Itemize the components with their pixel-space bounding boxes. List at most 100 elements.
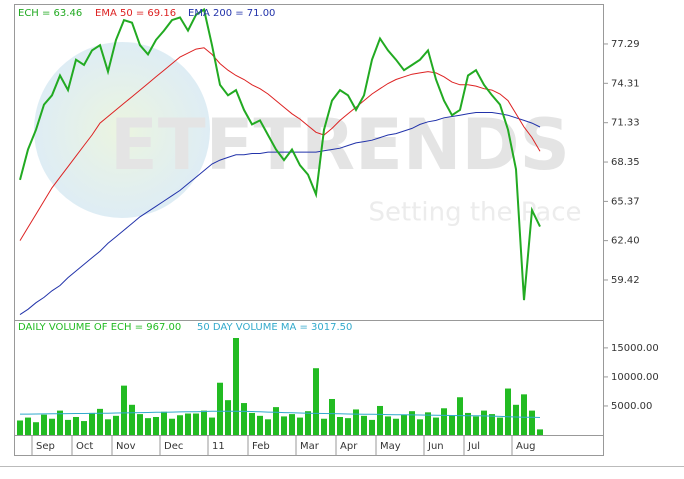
volume-bar — [417, 419, 423, 435]
volume-bar — [401, 414, 407, 435]
volume-bar — [41, 414, 47, 435]
volume-bar — [345, 418, 351, 435]
volume-bar — [465, 412, 471, 435]
volume-bar — [225, 400, 231, 435]
volume-bar — [385, 416, 391, 435]
x-tick-label: 11 — [212, 441, 225, 452]
x-tick-label: Apr — [340, 441, 358, 452]
watermark: ETFTRENDS — [110, 104, 570, 186]
volume-bar — [273, 407, 279, 435]
volume-bar — [241, 403, 247, 435]
volume-bar — [233, 338, 239, 435]
legend-entry: EMA 50 = 69.16 — [95, 8, 176, 19]
watermark-subtitle: Setting the Pace — [368, 198, 581, 228]
volume-bar — [169, 418, 175, 435]
volume-bar — [65, 419, 71, 435]
y-tick-label: 71.33 — [611, 118, 640, 129]
x-tick-label: May — [380, 441, 401, 452]
volume-bar — [377, 405, 383, 435]
volume-bar — [505, 388, 511, 435]
y-tick-label: 10000.00 — [611, 372, 659, 383]
price-line — [19, 47, 541, 241]
x-tick-label: Oct — [76, 441, 93, 452]
volume-bar — [521, 394, 527, 435]
volume-bar — [449, 415, 455, 435]
volume-bar — [457, 397, 463, 435]
volume-bar — [185, 413, 191, 435]
volume-bar — [489, 414, 495, 435]
volume-bar — [329, 398, 335, 435]
volume-bar — [73, 416, 79, 435]
legend-entry: EMA 200 = 71.00 — [188, 8, 275, 19]
legend-entry: DAILY VOLUME OF ECH = 967.00 — [18, 322, 181, 333]
volume-bar — [121, 385, 127, 435]
volume-bar — [153, 416, 159, 435]
y-tick-label: 65.37 — [611, 196, 640, 207]
y-tick-label: 62.40 — [611, 236, 640, 247]
volume-bar — [193, 413, 199, 435]
volume-bar — [369, 419, 375, 435]
volume-bar — [473, 416, 479, 435]
price-line — [19, 7, 541, 301]
plot-area: 59.42 62.40 65.37 68.35 71.33 74.31 77.29 ECH =… — [17, 7, 659, 455]
volume-bar — [81, 421, 87, 435]
volume-bar — [393, 418, 399, 435]
volume-bar — [497, 417, 503, 435]
volume-bar — [353, 409, 359, 435]
volume-bar — [337, 416, 343, 435]
volume-bar — [305, 411, 311, 435]
y-tick-label: 74.31 — [611, 78, 640, 89]
volume-bar — [209, 417, 215, 435]
volume-bar — [129, 404, 135, 435]
y-tick-label: 59.42 — [611, 275, 640, 286]
volume-bar — [217, 382, 223, 435]
volume-bar — [433, 417, 439, 435]
y-tick-label: 68.35 — [611, 157, 640, 168]
volume-bar — [425, 412, 431, 435]
x-tick-label: Jun — [427, 441, 444, 452]
volume-bar — [249, 412, 255, 435]
volume-bar — [297, 417, 303, 435]
volume-bar — [361, 415, 367, 435]
legend-entry: ECH = 63.46 — [18, 8, 82, 19]
volume-bar — [57, 410, 63, 435]
volume-bar — [33, 422, 39, 435]
volume-bar — [529, 410, 535, 435]
volume-bar — [281, 416, 287, 435]
watermark-logo — [34, 42, 210, 218]
price-line — [19, 112, 541, 316]
volume-bar — [481, 410, 487, 435]
x-tick-label: Sep — [36, 441, 55, 452]
volume-bar — [113, 415, 119, 435]
volume-bar — [161, 411, 167, 435]
volume-bar — [137, 414, 143, 435]
x-tick-label: Mar — [300, 441, 320, 452]
x-tick-label: Dec — [164, 441, 183, 452]
volume-bar — [177, 415, 183, 435]
volume-bar — [289, 414, 295, 435]
x-axis-band — [14, 435, 604, 456]
volume-bar — [89, 412, 95, 435]
legend-entry: 50 DAY VOLUME MA = 3017.50 — [197, 322, 352, 333]
volume-bar — [145, 418, 151, 435]
volume-bar — [97, 408, 103, 435]
volume-bar — [105, 419, 111, 435]
x-tick-label: Jul — [467, 441, 480, 452]
y-tick-label: 77.29 — [611, 39, 640, 50]
volume-ma-line — [20, 410, 541, 418]
volume-bar — [321, 418, 327, 435]
y-tick-label: 5000.00 — [611, 401, 652, 412]
volume-bar — [49, 418, 55, 435]
volume-bar — [313, 368, 319, 435]
volume-bar — [441, 408, 447, 435]
volume-bar — [17, 420, 23, 435]
volume-bar — [513, 404, 519, 435]
x-tick-label: Feb — [252, 441, 270, 452]
volume-bar — [265, 419, 271, 435]
volume-bar — [201, 410, 207, 435]
volume-bar — [537, 429, 543, 435]
y-tick-label: 15000.00 — [611, 343, 659, 354]
volume-bar — [25, 417, 31, 435]
